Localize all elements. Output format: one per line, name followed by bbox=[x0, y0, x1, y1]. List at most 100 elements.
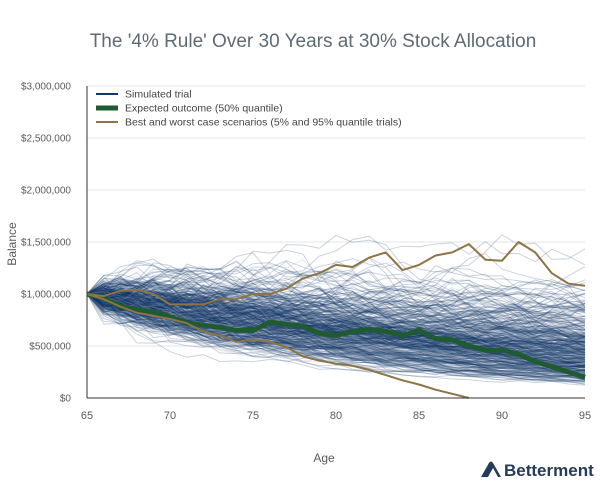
legend-label: Best and worst case scenarios (5% and 95… bbox=[125, 117, 402, 129]
simulated-trial-line bbox=[86, 293, 586, 357]
simulated-trial-line bbox=[86, 293, 586, 378]
simulated-trial-line bbox=[86, 282, 586, 361]
simulated-trial-line bbox=[86, 293, 586, 345]
simulated-trial-line bbox=[86, 290, 586, 343]
simulated-trial-line bbox=[86, 289, 585, 346]
simulated-trial-line bbox=[86, 286, 586, 357]
simulated-trial-line bbox=[86, 292, 586, 365]
simulated-trial-line bbox=[86, 290, 586, 354]
simulated-trial-line bbox=[86, 293, 586, 369]
simulated-trial-line bbox=[86, 293, 586, 365]
simulated-trial-line bbox=[86, 293, 586, 349]
simulated-trial-line bbox=[86, 259, 586, 325]
simulated-trial-line bbox=[86, 293, 586, 367]
simulated-trial-line bbox=[86, 280, 586, 337]
simulated-trial-line bbox=[86, 282, 586, 377]
simulated-trial-line bbox=[86, 275, 586, 324]
simulated-trial-line bbox=[86, 291, 586, 339]
simulated-trial-line bbox=[86, 281, 586, 339]
simulated-trial-line bbox=[86, 293, 586, 366]
simulated-trial-line bbox=[86, 289, 586, 377]
simulated-trial-line bbox=[86, 293, 586, 368]
simulated-trial-line bbox=[86, 281, 586, 341]
simulated-trial-line bbox=[86, 287, 586, 335]
simulated-trial-line bbox=[86, 293, 586, 378]
simulated-trial-line bbox=[86, 279, 586, 351]
simulated-trial-line bbox=[86, 293, 586, 337]
simulated-trial-line bbox=[86, 292, 586, 349]
simulated-trial-line bbox=[86, 258, 586, 320]
simulated-trial-line bbox=[86, 291, 586, 344]
simulated-trial-line bbox=[86, 291, 586, 337]
simulated-trial-line bbox=[86, 293, 586, 357]
simulated-trial-line bbox=[86, 282, 586, 349]
simulated-trial-line bbox=[86, 266, 586, 326]
simulated-trial-line bbox=[86, 293, 586, 342]
simulated-trial-line bbox=[86, 293, 586, 364]
simulated-trial-line bbox=[86, 293, 586, 372]
simulated-trial-line bbox=[86, 292, 586, 351]
x-tick-label: 70 bbox=[164, 410, 176, 422]
simulated-trial-line bbox=[86, 264, 586, 313]
simulated-trial-line bbox=[86, 293, 586, 371]
simulated-trial-line bbox=[86, 288, 586, 364]
simulated-trial-line bbox=[86, 293, 586, 364]
simulated-trial-line bbox=[86, 293, 586, 381]
y-tick-label: $2,000,000 bbox=[21, 186, 71, 197]
simulated-trial-line bbox=[86, 280, 586, 346]
simulated-trial-line bbox=[86, 293, 586, 348]
simulated-trial-line bbox=[86, 287, 586, 322]
simulated-trial-line bbox=[86, 286, 586, 361]
simulated-trial-line bbox=[86, 293, 585, 376]
simulated-trial-line bbox=[86, 289, 586, 347]
simulated-trial-line bbox=[86, 288, 586, 319]
simulated-trial-line bbox=[86, 286, 586, 365]
simulated-trial-line bbox=[86, 293, 586, 373]
simulated-trial-line bbox=[86, 293, 586, 359]
simulated-trial-line bbox=[86, 268, 586, 365]
simulated-trial-line bbox=[86, 293, 585, 375]
simulated-trial-line bbox=[86, 292, 586, 320]
simulated-trial-line bbox=[86, 293, 586, 373]
simulated-trial-line bbox=[86, 289, 586, 361]
simulated-trial-line bbox=[86, 286, 586, 354]
simulated-trial-line bbox=[86, 273, 586, 354]
simulated-trial-line bbox=[86, 292, 586, 371]
simulated-trial-line bbox=[86, 293, 586, 363]
simulated-trial-line bbox=[86, 291, 586, 374]
simulated-trial-line bbox=[86, 293, 586, 368]
y-gridlines bbox=[87, 85, 585, 399]
simulated-trial-line bbox=[86, 282, 586, 371]
simulated-trial-line bbox=[86, 293, 586, 358]
simulated-trial-line bbox=[86, 293, 586, 381]
simulated-trial-line bbox=[86, 292, 586, 368]
simulated-trial-line bbox=[86, 271, 586, 324]
simulated-trial-line bbox=[86, 290, 586, 372]
simulated-trial-line bbox=[86, 290, 586, 345]
simulated-trial-line bbox=[87, 258, 586, 340]
simulated-trial-line bbox=[86, 271, 586, 356]
simulated-trial-line bbox=[86, 293, 586, 383]
simulated-trial-line bbox=[86, 288, 586, 382]
simulated-trial-line bbox=[86, 268, 586, 334]
simulated-trial-line bbox=[86, 283, 586, 340]
simulated-trial-line bbox=[86, 285, 586, 328]
simulated-trial-line bbox=[86, 280, 586, 346]
simulated-trial-line bbox=[86, 286, 586, 358]
simulated-trial-line bbox=[86, 293, 586, 379]
simulated-trial-line bbox=[86, 273, 586, 346]
simulated-trial-line bbox=[86, 293, 586, 361]
simulated-trial-line bbox=[86, 235, 586, 295]
simulated-trial-line bbox=[86, 293, 586, 373]
simulated-trial-line bbox=[86, 293, 586, 355]
simulated-trial-line bbox=[86, 293, 586, 352]
simulated-trial-line bbox=[86, 278, 586, 351]
simulated-trial-line bbox=[86, 293, 586, 367]
simulated-trial-line bbox=[86, 293, 586, 372]
simulated-trial-line bbox=[86, 253, 586, 309]
simulated-trial-line bbox=[86, 275, 586, 343]
simulated-trial-line bbox=[86, 293, 586, 343]
simulated-trial-line bbox=[86, 286, 586, 355]
simulated-trial-line bbox=[86, 293, 586, 354]
simulated-trial-line bbox=[86, 291, 586, 382]
